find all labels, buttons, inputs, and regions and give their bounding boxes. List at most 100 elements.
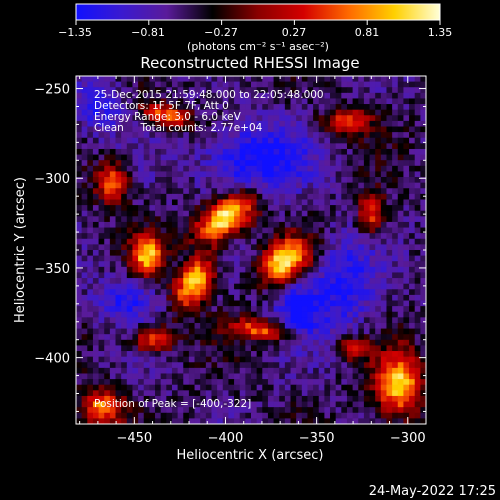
heatmap-cell: [279, 395, 286, 402]
heatmap-cell: [346, 171, 354, 178]
heatmap-cell: [375, 126, 382, 133]
heatmap-cell: [155, 132, 162, 139]
heatmap-cell: [222, 210, 229, 217]
heatmap-cell: [205, 87, 212, 94]
heatmap-cell: [155, 351, 162, 358]
heatmap-cell: [194, 171, 201, 178]
heatmap-cell: [251, 221, 258, 228]
heatmap-cell: [234, 317, 241, 324]
heatmap-cell: [98, 317, 105, 324]
heatmap-cell: [200, 328, 207, 335]
heatmap-cell: [335, 205, 342, 212]
heatmap-cell: [109, 401, 116, 408]
heatmap-cell: [279, 104, 286, 111]
heatmap-cell: [330, 328, 337, 335]
heatmap-cell: [76, 283, 83, 290]
heatmap-cell: [166, 81, 173, 88]
heatmap-cell: [121, 81, 128, 88]
heatmap-cell: [386, 126, 393, 133]
heatmap-cell: [256, 401, 263, 408]
heatmap-cell: [256, 148, 263, 155]
heatmap-cell: [149, 373, 156, 380]
heatmap-cell: [346, 115, 354, 122]
heatmap-cell: [160, 233, 167, 240]
heatmap-cell: [352, 92, 359, 99]
heatmap-cell: [375, 143, 382, 150]
heatmap-cell: [386, 244, 393, 251]
heatmap-cell: [352, 87, 359, 94]
heatmap-cell: [352, 395, 359, 402]
heatmap-cell: [155, 238, 162, 245]
heatmap-cell: [160, 165, 167, 172]
heatmap-cell: [76, 132, 83, 139]
heatmap-cell: [81, 182, 88, 189]
heatmap-cell: [262, 384, 269, 391]
heatmap-cell: [143, 289, 150, 296]
heatmap-cell: [194, 351, 201, 358]
heatmap-cell: [341, 261, 348, 268]
heatmap-cell: [307, 216, 314, 223]
heatmap-cell: [132, 300, 139, 307]
heatmap-cell: [307, 395, 314, 402]
heatmap-cell: [262, 92, 269, 99]
heatmap-cell: [217, 283, 224, 290]
heatmap-cell: [194, 294, 201, 301]
heatmap-cell: [217, 177, 224, 184]
heatmap-cell: [121, 272, 128, 279]
heatmap-cell: [98, 384, 105, 391]
heatmap-cell: [318, 160, 325, 167]
heatmap-cell: [222, 143, 229, 150]
heatmap-cell: [392, 137, 399, 144]
heatmap-cell: [284, 401, 291, 408]
heatmap-cell: [409, 210, 416, 217]
heatmap-cell: [205, 227, 212, 234]
heatmap-cell: [92, 205, 99, 212]
heatmap-cell: [87, 306, 94, 313]
heatmap-cell: [318, 283, 325, 290]
heatmap-cell: [155, 379, 162, 386]
heatmap-cell: [76, 334, 83, 341]
heatmap-cell: [330, 188, 337, 195]
heatmap-cell: [92, 362, 99, 369]
heatmap-cell: [138, 311, 145, 318]
heatmap-cell: [256, 109, 263, 116]
heatmap-cell: [183, 233, 190, 240]
heatmap-cell: [138, 216, 145, 223]
heatmap-cell: [307, 283, 314, 290]
heatmap-cell: [324, 328, 331, 335]
heatmap-cell: [115, 221, 122, 228]
heatmap-cell: [200, 278, 207, 285]
heatmap-cell: [98, 182, 105, 189]
heatmap-cell: [273, 109, 280, 116]
heatmap-cell: [330, 306, 337, 313]
heatmap-cell: [138, 199, 145, 206]
heatmap-cell: [115, 233, 122, 240]
heatmap-cell: [87, 171, 94, 178]
heatmap-cell: [397, 351, 404, 358]
heatmap-cell: [211, 165, 218, 172]
heatmap-cell: [397, 98, 404, 105]
heatmap-cell: [205, 126, 212, 133]
heatmap-cell: [369, 221, 376, 228]
heatmap-cell: [160, 367, 167, 374]
heatmap-cell: [284, 199, 291, 206]
heatmap-cell: [126, 317, 133, 324]
heatmap-cell: [318, 362, 325, 369]
heatmap-cell: [166, 356, 173, 363]
heatmap-cell: [301, 148, 308, 155]
heatmap-cell: [375, 120, 382, 127]
heatmap-cell: [397, 289, 404, 296]
heatmap-cell: [375, 109, 382, 116]
heatmap-cell: [363, 238, 370, 245]
heatmap-cell: [392, 418, 399, 425]
heatmap-cell: [138, 81, 145, 88]
heatmap-cell: [307, 115, 314, 122]
heatmap-cell: [228, 193, 235, 200]
heatmap-cell: [205, 339, 212, 346]
heatmap-cell: [386, 283, 393, 290]
heatmap-cell: [403, 261, 410, 268]
heatmap-cell: [171, 311, 179, 318]
heatmap-cell: [222, 81, 229, 88]
heatmap-cell: [330, 98, 337, 105]
heatmap-cell: [363, 272, 370, 279]
